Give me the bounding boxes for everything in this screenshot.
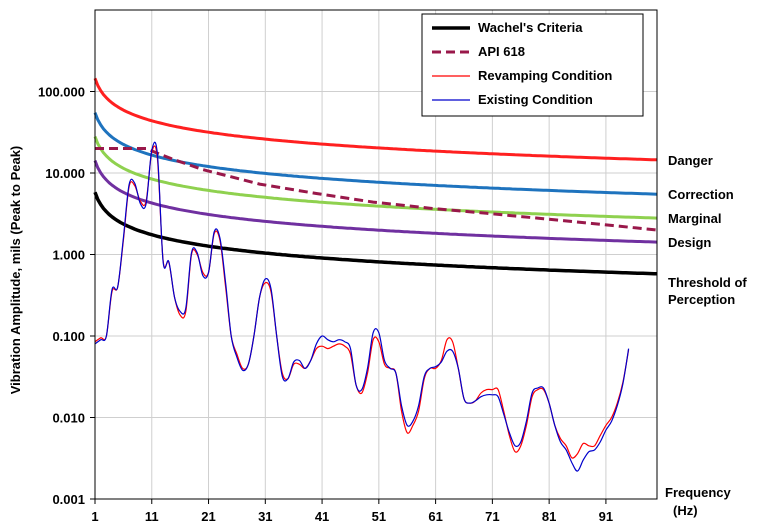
x-tick-label: 31 (258, 509, 272, 524)
criteria-line-2 (93, 136, 658, 220)
criteria-label-line: Design (668, 235, 711, 250)
legend: Wachel's Criteria API 618 Revamping Cond… (421, 13, 644, 117)
x-tick-label: 61 (428, 509, 442, 524)
legend-label-existing: Existing Condition (478, 92, 593, 107)
criteria-label-line: Threshold of (668, 275, 747, 290)
y-tick-label: 0.001 (52, 492, 85, 507)
y-tick-label: 1.000 (52, 248, 85, 263)
x-tick-label: 71 (485, 509, 499, 524)
y-tick-label: 0.010 (52, 411, 85, 426)
legend-label-api618: API 618 (478, 44, 525, 59)
criteria-label-line: Danger (668, 153, 713, 168)
x-tick-label: 51 (372, 509, 386, 524)
x-tick-label: 81 (542, 509, 556, 524)
x-tick-label: 11 (145, 509, 159, 524)
y-axis-ticks: 0.001 0.010 0.100 1.000 10.000 100.000 (38, 85, 95, 507)
criteria-label-line: Marginal (668, 211, 721, 226)
y-tick-label: 10.000 (45, 166, 85, 181)
series-line-1 (94, 141, 630, 472)
criteria-label-line: Correction (668, 187, 734, 202)
x-axis-title-line-1: Frequency (665, 485, 732, 500)
criteria-label-1: Correction (668, 187, 734, 202)
legend-label-wachel: Wachel's Criteria (478, 20, 583, 35)
criteria-labels: Danger Correction Marginal Design Threshold … (668, 153, 747, 307)
x-tick-label: 91 (599, 509, 613, 524)
criteria-label-line: Perception (668, 292, 735, 307)
criteria-line-4 (93, 191, 658, 276)
legend-box (421, 13, 644, 117)
criteria-label-0: Danger (668, 153, 713, 168)
legend-label-revamping: Revamping Condition (478, 68, 612, 83)
criteria-label-3: Design (668, 235, 711, 250)
series-line-0 (94, 145, 630, 459)
chart-grid (94, 9, 657, 500)
x-axis-ticks: 1 11 21 31 41 51 61 71 81 91 (91, 499, 613, 524)
x-tick-label: 21 (201, 509, 215, 524)
y-tick-label: 100.000 (38, 85, 85, 100)
y-axis-title: Vibration Amplitude, mils (Peak to Peak) (8, 146, 23, 395)
y-tick-label: 0.100 (52, 329, 85, 344)
criteria-line-1 (93, 112, 658, 196)
criteria-curves (93, 77, 658, 276)
api618-line (95, 147, 658, 232)
x-axis-title: Frequency (Hz) (665, 485, 734, 518)
data-series (94, 141, 630, 472)
criteria-label-4: Threshold of Perception (668, 275, 747, 307)
criteria-line-3 (93, 160, 658, 244)
x-axis-title-line-2: (Hz) (673, 503, 698, 518)
criteria-label-2: Marginal (668, 211, 721, 226)
x-tick-label: 41 (315, 509, 329, 524)
x-tick-label: 1 (91, 509, 98, 524)
criteria-line-0 (93, 77, 657, 162)
